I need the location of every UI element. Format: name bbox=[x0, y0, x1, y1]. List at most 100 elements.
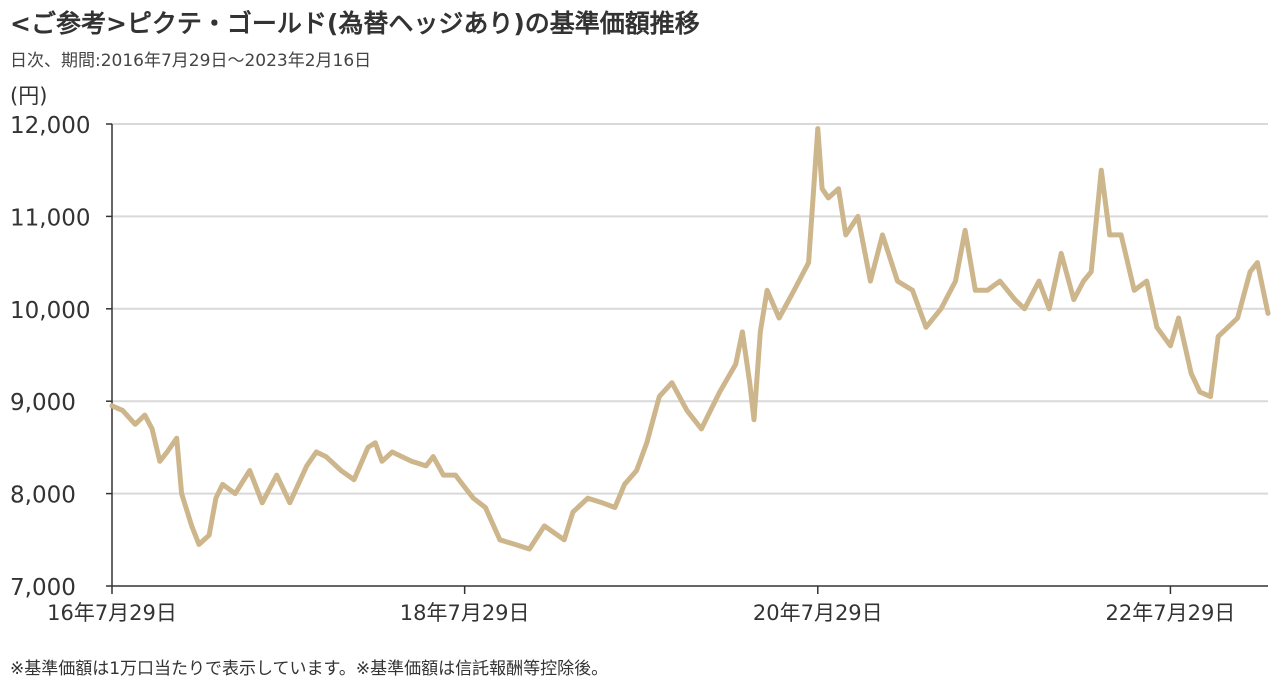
data-point bbox=[512, 542, 518, 547]
data-point bbox=[973, 288, 978, 293]
data-point bbox=[815, 126, 820, 131]
data-point bbox=[323, 454, 329, 459]
y-tick-label: 7,000 bbox=[10, 575, 76, 601]
data-point bbox=[206, 533, 212, 538]
data-point bbox=[962, 228, 968, 233]
data-point bbox=[409, 459, 414, 464]
data-point bbox=[1071, 297, 1077, 302]
data-point bbox=[314, 449, 319, 455]
data-point bbox=[260, 500, 265, 505]
nav-series-line bbox=[109, 126, 1271, 552]
data-point bbox=[612, 505, 618, 510]
data-point bbox=[1216, 334, 1221, 339]
data-point bbox=[1036, 278, 1042, 284]
data-point bbox=[527, 546, 532, 552]
data-point bbox=[471, 496, 476, 501]
data-point bbox=[758, 329, 763, 335]
data-point bbox=[149, 426, 155, 432]
y-tick-label: 11,000 bbox=[10, 205, 90, 231]
data-point bbox=[938, 306, 944, 311]
data-point bbox=[910, 288, 915, 293]
data-point bbox=[1208, 394, 1213, 399]
data-point bbox=[1247, 269, 1253, 274]
data-point bbox=[1132, 288, 1137, 293]
chart-axes bbox=[111, 124, 1268, 587]
data-point bbox=[791, 288, 797, 293]
data-point bbox=[287, 500, 292, 505]
data-point bbox=[196, 542, 202, 547]
y-tick-label: 9,000 bbox=[10, 390, 76, 416]
data-point bbox=[1197, 389, 1203, 395]
data-point bbox=[423, 463, 429, 469]
data-point bbox=[585, 496, 590, 501]
data-point bbox=[740, 329, 745, 335]
data-point bbox=[826, 195, 831, 201]
chart-subtitle: 日次、期間:2016年7月29日～2023年2月16日 bbox=[10, 51, 372, 71]
data-point bbox=[233, 491, 238, 496]
data-point bbox=[379, 459, 385, 464]
y-tick-label: 10,000 bbox=[10, 298, 90, 324]
data-point bbox=[895, 278, 900, 284]
chart-grid bbox=[112, 123, 1268, 495]
data-point bbox=[923, 325, 929, 330]
data-point bbox=[1235, 315, 1240, 321]
data-point bbox=[657, 394, 662, 399]
data-point bbox=[1081, 278, 1086, 284]
data-point bbox=[1265, 311, 1271, 316]
data-point bbox=[747, 380, 752, 385]
data-point bbox=[351, 477, 357, 482]
data-point bbox=[1099, 168, 1104, 173]
data-point bbox=[365, 445, 371, 450]
x-tick-label: 20年7月29日 bbox=[753, 601, 883, 625]
data-point bbox=[997, 278, 1003, 284]
data-point bbox=[1176, 315, 1181, 321]
data-point bbox=[1012, 297, 1018, 302]
data-point bbox=[189, 523, 194, 529]
y-axis-ticks: 7,000 8,000 9,000 10,000 11,000 12,000 bbox=[10, 113, 112, 601]
data-point bbox=[953, 278, 958, 284]
data-point bbox=[542, 523, 547, 529]
data-point bbox=[390, 449, 395, 455]
data-point bbox=[644, 440, 649, 445]
data-point bbox=[338, 468, 344, 473]
data-point bbox=[600, 500, 605, 505]
data-point bbox=[1154, 325, 1160, 330]
data-point bbox=[1168, 343, 1173, 348]
data-point bbox=[441, 472, 446, 478]
data-point bbox=[776, 315, 782, 321]
footnote: ※基準価額は1万口当たりで表示しています。※基準価額は信託報酬等控除後。 bbox=[10, 659, 609, 679]
data-point bbox=[247, 468, 252, 473]
data-point bbox=[213, 496, 219, 501]
chart-series bbox=[109, 126, 1271, 552]
data-point bbox=[733, 362, 738, 367]
data-point bbox=[764, 288, 770, 293]
data-point bbox=[819, 186, 825, 191]
data-point bbox=[133, 422, 138, 427]
data-point bbox=[1022, 306, 1027, 311]
data-point bbox=[1107, 232, 1112, 238]
data-point bbox=[179, 491, 184, 496]
data-point bbox=[453, 472, 458, 478]
data-point bbox=[699, 426, 704, 432]
data-point bbox=[985, 288, 990, 293]
data-point bbox=[669, 380, 675, 385]
y-axis-unit: (円) bbox=[10, 84, 48, 108]
data-point bbox=[570, 509, 576, 515]
price-chart: 7,000 8,000 9,000 10,000 11,000 12,000 16年7月2… bbox=[10, 113, 1271, 625]
data-point bbox=[855, 214, 861, 219]
data-point bbox=[634, 468, 639, 473]
data-point bbox=[120, 408, 125, 413]
data-point bbox=[157, 459, 162, 464]
data-point bbox=[806, 260, 811, 265]
data-point bbox=[684, 408, 690, 413]
data-point bbox=[1255, 260, 1260, 265]
data-point bbox=[483, 505, 488, 510]
data-point bbox=[497, 537, 503, 542]
data-point bbox=[174, 436, 179, 441]
data-point bbox=[843, 232, 848, 238]
data-point bbox=[274, 472, 279, 478]
data-point bbox=[880, 232, 885, 238]
x-axis-ticks: 16年7月29日 18年7月29日 20年7月29日 22年7月29日 bbox=[47, 586, 1235, 625]
data-point bbox=[109, 403, 115, 408]
data-point bbox=[1144, 278, 1149, 284]
